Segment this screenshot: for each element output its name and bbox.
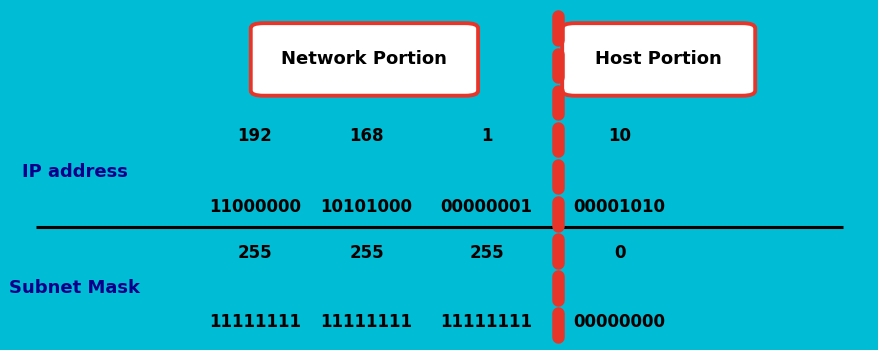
Text: IP address: IP address	[22, 163, 127, 181]
Text: 255: 255	[237, 244, 272, 261]
Text: 10101000: 10101000	[320, 198, 412, 216]
Text: 11111111: 11111111	[440, 313, 532, 331]
Text: 11111111: 11111111	[209, 313, 300, 331]
Text: 00000000: 00000000	[573, 313, 665, 331]
Text: 192: 192	[237, 127, 272, 145]
FancyBboxPatch shape	[562, 23, 754, 96]
Text: 255: 255	[469, 244, 503, 261]
Text: 1: 1	[480, 127, 492, 145]
Text: 255: 255	[349, 244, 384, 261]
Text: 0: 0	[613, 244, 625, 261]
Text: Subnet Mask: Subnet Mask	[10, 279, 140, 297]
Text: 11000000: 11000000	[209, 198, 300, 216]
FancyBboxPatch shape	[250, 23, 478, 96]
Text: 00001010: 00001010	[573, 198, 665, 216]
Text: Host Portion: Host Portion	[594, 50, 721, 69]
Text: 168: 168	[349, 127, 384, 145]
Text: Network Portion: Network Portion	[281, 50, 447, 69]
Text: 00000001: 00000001	[440, 198, 532, 216]
Text: 11111111: 11111111	[320, 313, 412, 331]
Text: 10: 10	[608, 127, 630, 145]
